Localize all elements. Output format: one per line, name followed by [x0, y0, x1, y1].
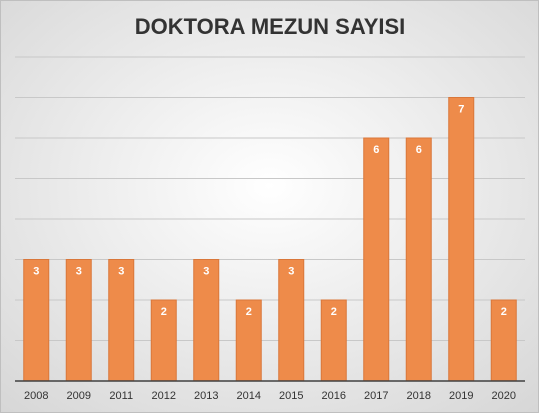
bar: [108, 259, 135, 382]
bar: [23, 259, 50, 382]
data-label: 2: [501, 306, 507, 318]
data-label: 2: [161, 306, 167, 318]
x-tick-label: 2020: [492, 390, 516, 402]
x-tick-label: 2019: [449, 390, 473, 402]
x-tick-label: 2011: [109, 390, 133, 402]
data-label: 6: [373, 144, 379, 156]
bar: [448, 97, 475, 382]
data-label: 3: [76, 265, 82, 277]
bar: [193, 259, 220, 382]
x-tick-label: 2014: [237, 390, 261, 402]
data-label: 7: [458, 103, 464, 115]
data-label: 2: [246, 306, 252, 318]
bar: [278, 259, 305, 382]
x-tick-label: 2015: [279, 390, 303, 402]
x-tick-label: 2012: [152, 390, 176, 402]
data-label: 3: [118, 265, 124, 277]
data-label: 3: [203, 265, 209, 277]
data-label: 6: [416, 144, 422, 156]
x-tick-label: 2013: [194, 390, 218, 402]
x-tick-label: 2017: [364, 390, 388, 402]
bar: [65, 259, 92, 382]
bar: [405, 137, 432, 382]
bar: [363, 137, 390, 382]
x-tick-label: 2016: [322, 390, 346, 402]
x-tick-label: 2018: [407, 390, 431, 402]
x-tick-label: 2008: [24, 390, 48, 402]
data-label: 3: [288, 265, 294, 277]
data-label: 3: [33, 265, 39, 277]
data-label: 2: [331, 306, 337, 318]
chart-title: DOKTORA MEZUN SAYISI: [135, 14, 406, 39]
x-tick-label: 2009: [67, 390, 91, 402]
